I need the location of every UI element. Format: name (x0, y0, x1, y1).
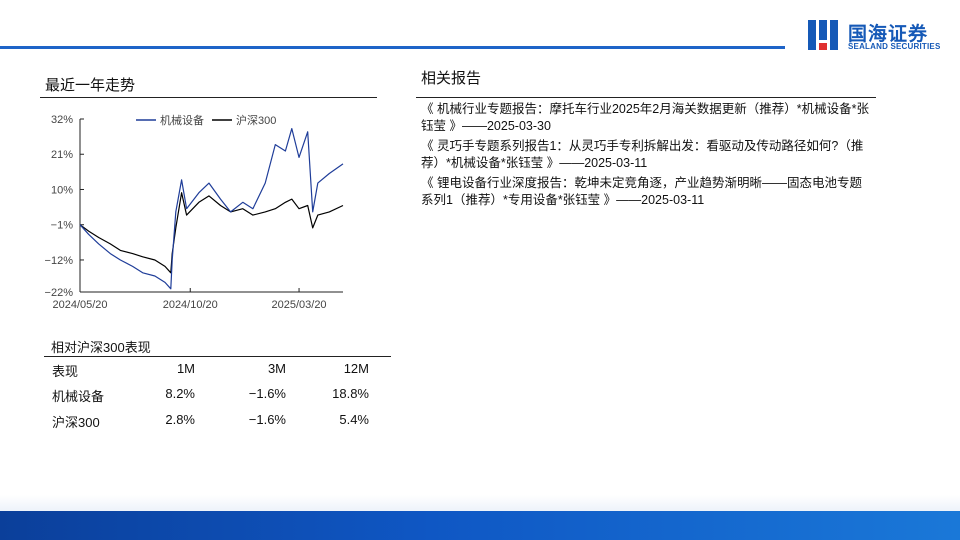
series-line (79, 128, 344, 290)
cell-1m: 8.2% (165, 386, 195, 401)
x-tick-label: 2024/10/20 (163, 299, 218, 311)
row-label: 机械设备 (52, 389, 105, 404)
report-link[interactable]: 《 机械行业专题报告：摩托车行业2025年2月海关数据更新（推荐）*机械设备*张… (421, 102, 869, 133)
report-link[interactable]: 《 灵巧手专题系列报告1：从灵巧手专利拆解出发：看驱动及传动路径如何?（推荐）*… (421, 139, 864, 170)
y-tick-label: −12% (45, 255, 74, 267)
logo-chinese-name: 国海证券 (848, 24, 929, 45)
related-reports-list: 《 机械行业专题报告：摩托车行业2025年2月海关数据更新（推荐）*机械设备*张… (421, 101, 871, 212)
company-logo: 国海证券 SEALAND SECURITIES (806, 17, 946, 57)
cell-3m: −1.6% (248, 412, 286, 427)
footer-bar (0, 511, 960, 540)
x-tick-label: 2025/03/20 (272, 299, 327, 311)
performance-title: 相对沪深300表现 (51, 340, 151, 355)
cell-3m: −1.6% (248, 386, 286, 401)
report-link[interactable]: 《 锂电设备行业深度报告：乾坤未定竞角逐，产业趋势渐明晰——固态电池专题系列1（… (421, 176, 862, 207)
related-reports-title: 相关报告 (421, 70, 482, 87)
y-tick-label: 10% (51, 184, 73, 196)
sealand-logo-icon (808, 20, 838, 50)
header-rule (0, 46, 785, 49)
header-cell-3m: 3M (267, 361, 286, 376)
cell-12m: 5.4% (339, 412, 369, 427)
y-tick-label: −22% (45, 287, 74, 299)
cell-1m: 2.8% (165, 412, 195, 427)
footer-fade (0, 495, 960, 511)
table-row: 沪深300 2.8% −1.6% 5.4% (44, 408, 391, 434)
y-tick-label: 21% (51, 149, 73, 161)
legend-label: 沪深300 (236, 113, 276, 127)
trend-chart: 32% 21% 10% −1% −12% −22%2024/05/20 2024/10/20… (45, 113, 344, 311)
related-divider (416, 97, 876, 98)
performance-table: 表现 1M 3M 12M 机械设备 8.2% −1.6% 18.8% 沪深300… (44, 356, 391, 434)
table-row: 机械设备 8.2% −1.6% 18.8% (44, 382, 391, 408)
header-cell-label: 表现 (52, 364, 79, 379)
row-label: 沪深300 (52, 415, 100, 430)
legend-label: 机械设备 (160, 113, 204, 127)
y-tick-label: 32% (51, 114, 73, 126)
table-header-row: 表现 1M 3M 12M (44, 356, 391, 382)
trend-title: 最近一年走势 (45, 77, 136, 94)
y-tick-label: −1% (51, 220, 74, 232)
header-cell-12m: 12M (343, 361, 369, 376)
series-line (79, 192, 344, 274)
logo-english-name: SEALAND SECURITIES (848, 42, 941, 51)
header-cell-1m: 1M (176, 361, 195, 376)
x-tick-label: 2024/05/20 (52, 299, 107, 311)
trend-divider (40, 97, 377, 98)
cell-12m: 18.8% (332, 386, 369, 401)
